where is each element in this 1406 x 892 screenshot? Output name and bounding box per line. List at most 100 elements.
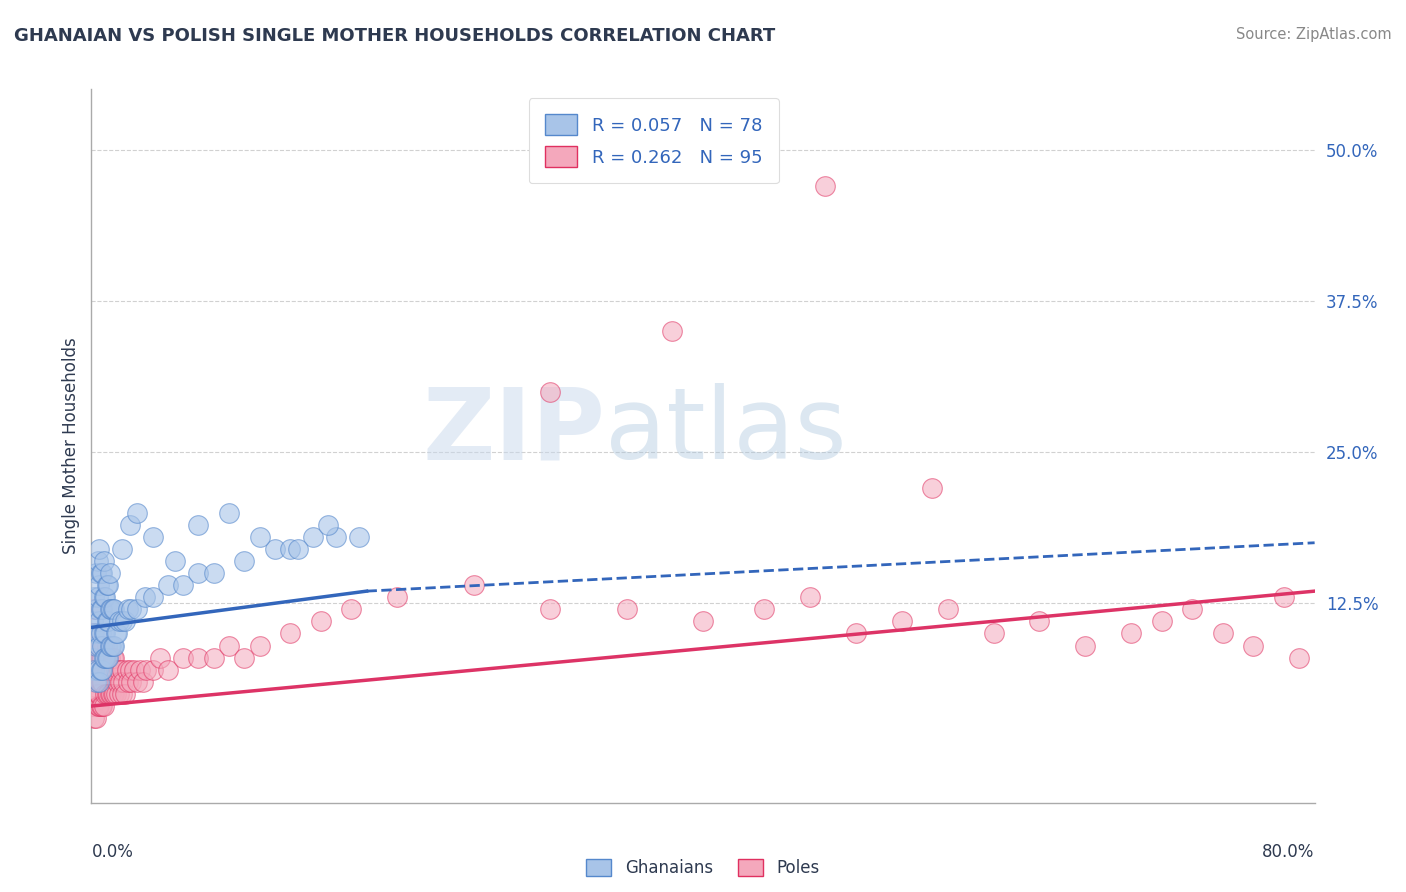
Point [616, 602, 638, 616]
Point [1074, 639, 1097, 653]
Point [82, 615, 104, 629]
Text: GHANAIAN VS POLISH SINGLE MOTHER HOUSEHOLDS CORRELATION CHART: GHANAIAN VS POLISH SINGLE MOTHER HOUSEHO… [14, 27, 775, 45]
Point [110, 674, 132, 689]
Point [1288, 650, 1310, 665]
Point [108, 687, 131, 701]
Y-axis label: Single Mother Households: Single Mother Households [62, 338, 80, 554]
Point [82, 626, 104, 640]
Point [120, 602, 142, 616]
Point [156, 578, 179, 592]
Point [538, 384, 561, 399]
Point [115, 663, 138, 677]
Point [983, 626, 1005, 640]
Point [86, 663, 108, 677]
Point [165, 554, 187, 568]
Point [149, 650, 172, 665]
Point [94, 663, 117, 677]
Point [96, 578, 118, 592]
Point [233, 650, 256, 665]
Point [96, 650, 118, 665]
Point [111, 615, 134, 629]
Point [112, 674, 135, 689]
Point [82, 650, 104, 665]
Point [93, 554, 115, 568]
Point [90, 566, 112, 580]
Point [93, 663, 115, 677]
Point [87, 615, 110, 629]
Text: ZIP: ZIP [422, 384, 605, 480]
Point [87, 541, 110, 556]
Point [692, 615, 714, 629]
Point [91, 602, 114, 616]
Point [90, 626, 112, 640]
Point [84, 687, 107, 701]
Point [103, 650, 125, 665]
Point [340, 602, 363, 616]
Point [101, 602, 124, 616]
Point [93, 626, 115, 640]
Point [103, 639, 125, 653]
Point [347, 530, 370, 544]
Point [87, 687, 110, 701]
Point [249, 639, 271, 653]
Point [111, 663, 134, 677]
Point [233, 554, 256, 568]
Point [141, 590, 163, 604]
Point [84, 602, 107, 616]
Point [890, 615, 912, 629]
Point [91, 663, 114, 677]
Text: 0.0%: 0.0% [91, 843, 134, 861]
Point [83, 674, 105, 689]
Point [84, 674, 107, 689]
Point [104, 626, 127, 640]
Point [83, 639, 105, 653]
Point [114, 687, 136, 701]
Point [104, 687, 127, 701]
Point [94, 590, 117, 604]
Point [91, 699, 114, 714]
Point [108, 663, 131, 677]
Point [91, 566, 114, 580]
Point [117, 674, 139, 689]
Point [87, 578, 110, 592]
Point [187, 517, 209, 532]
Point [105, 674, 128, 689]
Point [86, 687, 108, 701]
Point [122, 663, 145, 677]
Point [187, 566, 209, 580]
Point [86, 699, 108, 714]
Point [87, 674, 110, 689]
Point [101, 687, 124, 701]
Point [86, 590, 108, 604]
Point [86, 626, 108, 640]
Point [799, 590, 821, 604]
Point [97, 663, 120, 677]
Point [90, 663, 112, 677]
Point [98, 566, 121, 580]
Point [118, 663, 141, 677]
Point [172, 650, 194, 665]
Point [90, 602, 112, 616]
Point [278, 541, 301, 556]
Point [100, 687, 122, 701]
Point [129, 663, 152, 677]
Point [202, 566, 225, 580]
Point [661, 324, 683, 338]
Point [325, 530, 347, 544]
Point [172, 578, 194, 592]
Point [87, 699, 110, 714]
Point [1121, 626, 1143, 640]
Point [84, 650, 107, 665]
Point [105, 626, 128, 640]
Point [98, 650, 121, 665]
Point [845, 626, 868, 640]
Point [84, 639, 107, 653]
Point [96, 639, 118, 653]
Text: Source: ZipAtlas.com: Source: ZipAtlas.com [1236, 27, 1392, 42]
Point [97, 578, 120, 592]
Point [134, 590, 156, 604]
Point [83, 663, 105, 677]
Point [82, 663, 104, 677]
Point [93, 699, 115, 714]
Point [111, 541, 134, 556]
